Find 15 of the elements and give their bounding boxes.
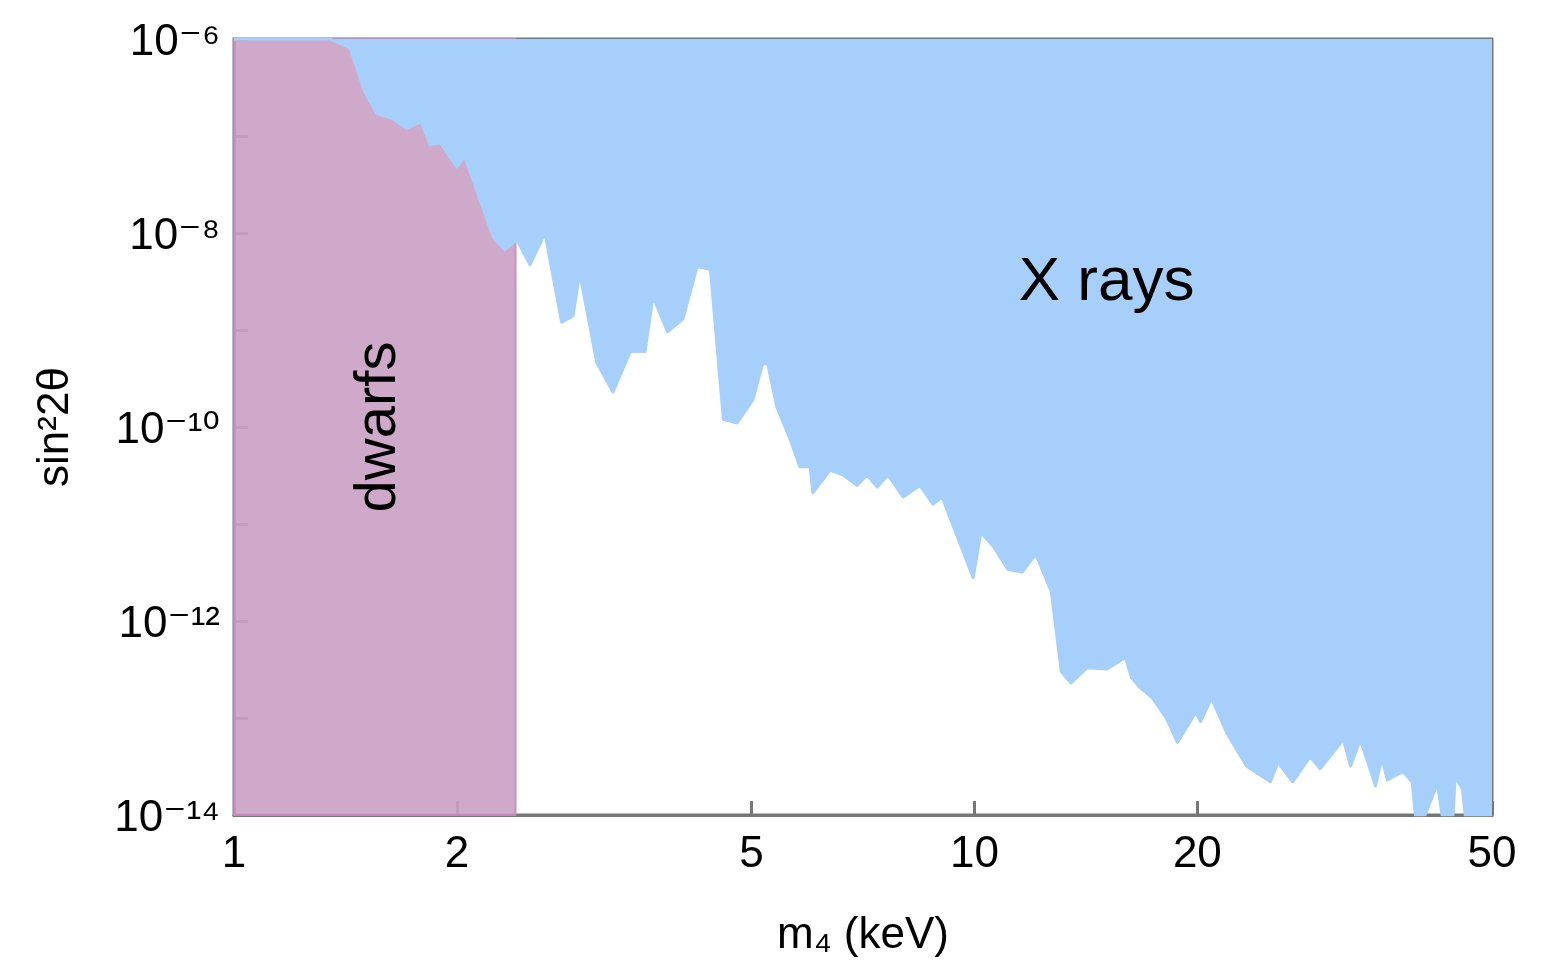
y-axis-title: sin²2θ bbox=[27, 367, 77, 487]
x-tick-label: 20 bbox=[1172, 826, 1222, 876]
x-tick-label: 1 bbox=[221, 826, 247, 876]
x-axis-title: m₄ (keV) bbox=[777, 907, 949, 957]
x-tick-label: 10 bbox=[949, 826, 999, 876]
band-label: dwarfs bbox=[342, 341, 408, 513]
y-tick-label: 10⁻¹⁰ bbox=[115, 402, 220, 452]
y-tick-label: 10⁻⁸ bbox=[129, 208, 220, 258]
x-tick-label: 2 bbox=[444, 826, 470, 876]
x-tick-label: 50 bbox=[1467, 826, 1517, 876]
y-tick-label: 10⁻⁶ bbox=[129, 14, 220, 64]
annotation: X rays bbox=[1018, 244, 1195, 314]
y-tick-label: 10⁻¹⁴ bbox=[114, 790, 220, 840]
y-tick-label: 10⁻¹² bbox=[118, 596, 220, 646]
x-tick-label: 5 bbox=[739, 826, 764, 876]
